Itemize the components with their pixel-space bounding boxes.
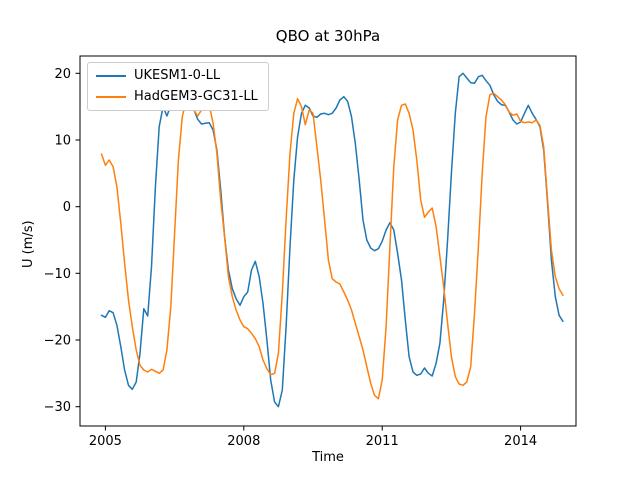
x-axis-label: Time (312, 450, 344, 465)
y-tick-label: 10 (54, 134, 71, 149)
series-line-0 (100, 72, 564, 408)
legend-item-hadgem: HadGEM3-GC31-LL (96, 89, 258, 105)
y-axis-label: U (m/s) (21, 220, 36, 268)
x-tick-label: 2005 (89, 434, 122, 449)
x-tick-label: 2011 (366, 434, 399, 449)
axes-frame (79, 55, 577, 427)
y-tick-label: 0 (63, 200, 71, 215)
ukesm-line-swatch (96, 75, 126, 77)
legend-label-ukesm: UKESM1-0-LL (134, 68, 221, 83)
legend-label-hadgem: HadGEM3-GC31-LL (134, 89, 258, 104)
y-tick-label: −10 (44, 267, 71, 282)
x-tick-label: 2014 (504, 434, 537, 449)
x-tick-label: 2008 (227, 434, 260, 449)
chart-title: QBO at 30hPa (275, 27, 381, 45)
hadgem-line-swatch (96, 96, 126, 98)
legend: UKESM1-0-LL HadGEM3-GC31-LL (87, 62, 269, 111)
series-line-1 (100, 92, 564, 400)
y-tick-label: −20 (44, 334, 71, 349)
y-tick-label: −30 (44, 400, 71, 415)
y-tick-label: 20 (54, 67, 71, 82)
legend-item-ukesm: UKESM1-0-LL (96, 68, 258, 84)
